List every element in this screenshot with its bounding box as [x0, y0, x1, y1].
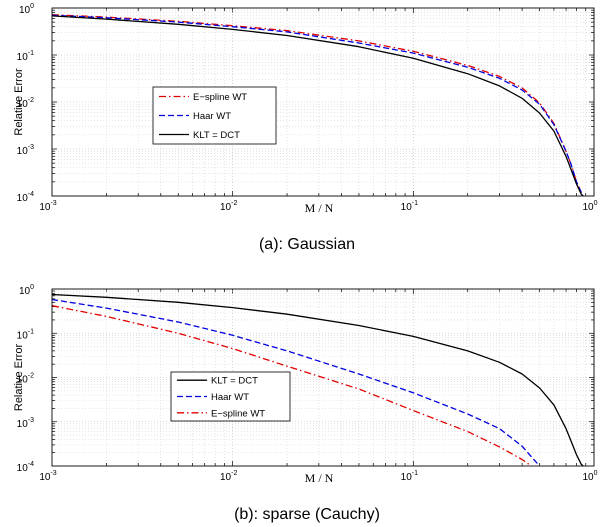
legend-label: E−spline WT — [193, 92, 247, 103]
x-axis-label: M / N — [305, 201, 334, 215]
series-line-klt-dct — [51, 15, 584, 197]
series-line-e-spline-wt — [51, 14, 584, 197]
x-tick-label: 10-2 — [220, 470, 237, 483]
y-tick-label: 10-4 — [17, 191, 34, 204]
legend-label: KLT = DCT — [193, 130, 240, 141]
legend-label: E−spline WT — [211, 408, 265, 419]
x-tick-label: 10-1 — [401, 200, 418, 213]
y-tick-label: 100 — [19, 3, 34, 16]
series-line-klt-dct — [51, 293, 584, 467]
legend-label: Haar WT — [193, 111, 231, 122]
y-axis-label: Relative Error — [13, 344, 25, 412]
chart-panel-a: 10-3 10-2 10-1 100 10-4 10-3 10-2 10-1 100 M / N R… — [13, 3, 598, 253]
y-tick-label: 10-3 — [17, 144, 34, 157]
x-tick-label: 10-3 — [39, 200, 56, 213]
legend: KLT = DCT Haar WT E−spline WT — [170, 371, 291, 422]
panel-caption: (b): sparse (Cauchy) — [234, 506, 380, 523]
panel-caption: (a): Gaussian — [259, 236, 355, 253]
x-tick-label: 100 — [582, 200, 597, 213]
x-tick-label: 100 — [582, 470, 597, 483]
series-line-haar-wt — [51, 14, 584, 197]
y-tick-label: 10-1 — [17, 50, 34, 63]
x-axis-label: M / N — [305, 471, 334, 485]
x-tick-label: 10-2 — [220, 200, 237, 213]
axes-frame — [51, 288, 595, 467]
legend-label: Haar WT — [211, 392, 249, 403]
chart-panel-b: 10-3 10-2 10-1 100 10-4 10-3 10-2 10-1 100 M / N R… — [13, 284, 598, 523]
axes-frame — [51, 7, 595, 197]
y-tick-label: 10-3 — [17, 417, 34, 430]
y-tick-label: 10-4 — [17, 461, 34, 474]
legend-label: KLT = DCT — [211, 376, 258, 387]
y-tick-label: 10-2 — [17, 373, 34, 386]
x-tick-label: 10-3 — [39, 470, 56, 483]
y-tick-label: 10-1 — [17, 328, 34, 341]
grid — [52, 8, 594, 196]
legend: E−spline WT Haar WT KLT = DCT — [152, 86, 277, 145]
x-tick-label: 10-1 — [401, 470, 418, 483]
series-line-haar-wt — [51, 298, 541, 467]
y-axis-label: Relative Error — [13, 68, 25, 136]
series-line-e-spline-wt — [51, 305, 532, 467]
y-tick-label: 10-2 — [17, 97, 34, 110]
y-tick-label: 100 — [19, 284, 34, 297]
